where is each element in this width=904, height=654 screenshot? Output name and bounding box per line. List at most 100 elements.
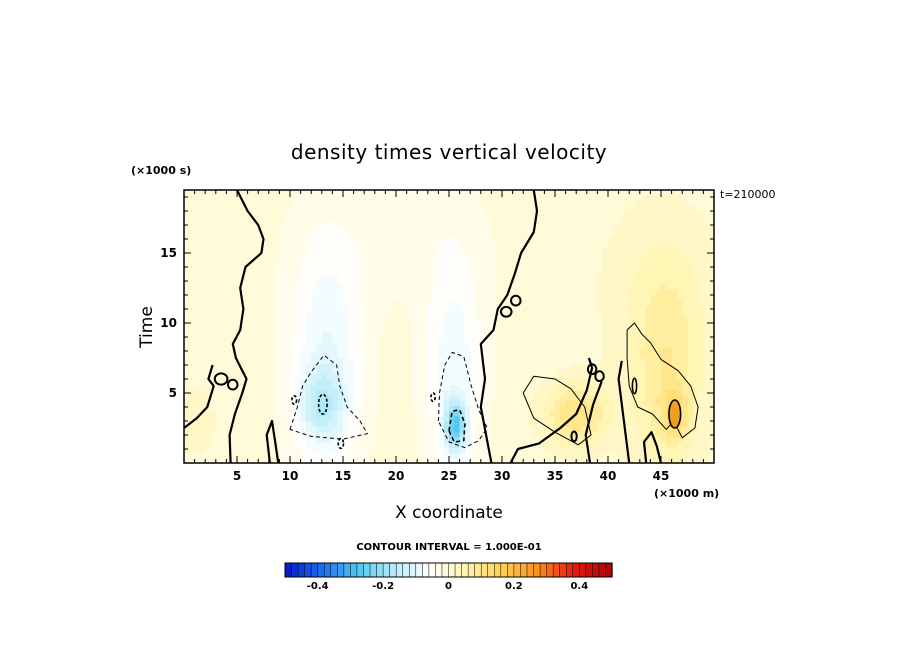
- heatmap-cell: [284, 363, 291, 370]
- heatmap-cell: [422, 295, 429, 301]
- heatmap-cell: [380, 415, 386, 422]
- heatmap-cell: [321, 195, 328, 202]
- heatmap-cell: [443, 347, 450, 354]
- heatmap-cell: [634, 415, 641, 422]
- heatmap-cell: [380, 258, 386, 265]
- heatmap-cell: [364, 200, 371, 207]
- heatmap-cell: [666, 389, 673, 396]
- heatmap-cell: [491, 268, 498, 275]
- heatmap-cell: [380, 342, 386, 349]
- heatmap-cell: [316, 274, 323, 280]
- heatmap-cell: [295, 237, 302, 244]
- heatmap-cell: [602, 421, 609, 427]
- heatmap-cell: [380, 305, 386, 312]
- heatmap-cell: [321, 274, 328, 280]
- heatmap-cell: [199, 331, 206, 338]
- heatmap-cell: [215, 253, 222, 259]
- heatmap-cell: [406, 310, 413, 317]
- heatmap-cell: [274, 368, 280, 375]
- heatmap-cell: [374, 253, 381, 259]
- heatmap-cell: [226, 421, 233, 427]
- heatmap-cell: [512, 368, 519, 375]
- heatmap-cell: [682, 421, 689, 427]
- heatmap-cell: [321, 211, 328, 217]
- heatmap-cell: [210, 426, 217, 433]
- heatmap-cell: [242, 431, 249, 438]
- heatmap-cell: [422, 379, 429, 385]
- heatmap-cell: [523, 342, 530, 349]
- heatmap-cell: [570, 431, 577, 438]
- heatmap-cell: [544, 247, 551, 254]
- heatmap-cell: [215, 295, 222, 301]
- heatmap-cell: [639, 279, 646, 286]
- heatmap-cell: [544, 394, 551, 401]
- heatmap-cell: [343, 421, 349, 427]
- heatmap-cell: [449, 321, 455, 328]
- heatmap-cell: [427, 263, 434, 270]
- heatmap-cell: [215, 368, 222, 375]
- heatmap-cell: [364, 190, 371, 196]
- heatmap-cell: [411, 457, 418, 463]
- heatmap-cell: [661, 379, 667, 385]
- heatmap-cell: [528, 205, 535, 212]
- heatmap-cell: [189, 284, 196, 291]
- heatmap-cell: [533, 400, 540, 406]
- heatmap-cell: [226, 247, 233, 254]
- heatmap-cell: [464, 195, 471, 202]
- heatmap-cell: [274, 373, 280, 380]
- heatmap-cell: [533, 447, 540, 454]
- heatmap-cell: [639, 321, 646, 328]
- heatmap-cell: [608, 326, 614, 333]
- heatmap-cell: [411, 415, 418, 422]
- heatmap-cell: [327, 368, 333, 375]
- heatmap-cell: [597, 326, 604, 333]
- heatmap-cell: [305, 384, 312, 391]
- heatmap-cell: [396, 379, 402, 385]
- heatmap-cell: [576, 431, 583, 438]
- heatmap-cell: [650, 410, 657, 417]
- heatmap-cell: [385, 258, 392, 265]
- heatmap-cell: [581, 247, 588, 254]
- heatmap-cell: [279, 342, 286, 349]
- heatmap-cell: [184, 384, 190, 391]
- heatmap-cell: [687, 358, 694, 364]
- heatmap-cell: [661, 232, 667, 238]
- heatmap-cell: [199, 295, 206, 301]
- heatmap-cell: [528, 316, 535, 322]
- heatmap-cell: [438, 379, 445, 385]
- heatmap-cell: [274, 352, 280, 359]
- heatmap-cell: [464, 205, 471, 212]
- heatmap-cell: [517, 305, 524, 312]
- heatmap-cell: [613, 457, 620, 463]
- heatmap-cell: [560, 289, 567, 296]
- heatmap-cell: [295, 295, 302, 301]
- heatmap-cell: [512, 195, 519, 202]
- heatmap-cell: [422, 211, 429, 217]
- heatmap-cell: [645, 274, 651, 280]
- heatmap-cell: [480, 310, 487, 317]
- heatmap-cell: [539, 342, 545, 349]
- heatmap-cell: [608, 452, 614, 459]
- heatmap-cell: [613, 405, 620, 412]
- heatmap-cell: [268, 268, 275, 275]
- heatmap-cell: [199, 368, 206, 375]
- heatmap-cell: [523, 321, 530, 328]
- heatmap-cell: [390, 300, 397, 307]
- heatmap-cell: [343, 274, 349, 280]
- heatmap-cell: [305, 415, 312, 422]
- heatmap-cell: [194, 442, 201, 448]
- heatmap-cell: [502, 284, 508, 291]
- heatmap-cell: [539, 221, 545, 228]
- heatmap-cell: [374, 358, 381, 364]
- heatmap-cell: [645, 389, 651, 396]
- heatmap-cell: [676, 279, 683, 286]
- heatmap-cell: [184, 242, 190, 249]
- heatmap-cell: [184, 216, 190, 223]
- heatmap-cell: [443, 190, 450, 196]
- heatmap-cell: [417, 284, 424, 291]
- heatmap-cell: [194, 347, 201, 354]
- heatmap-cell: [443, 316, 450, 322]
- heatmap-cell: [618, 295, 625, 301]
- heatmap-cell: [555, 190, 561, 196]
- heatmap-cell: [586, 300, 593, 307]
